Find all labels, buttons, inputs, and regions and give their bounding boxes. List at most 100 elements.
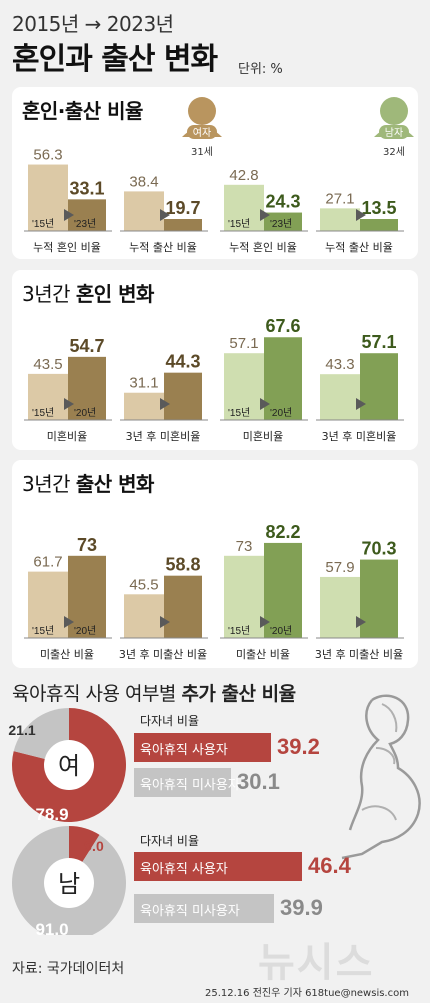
category-label: 3년 후 미출산 비율 (315, 648, 403, 661)
pie-slice-label: 9.0 (84, 838, 104, 854)
panel-marriage-birth-ratio: 혼인·출산 비율 56.3 33.1 '15년 '23년 누적 혼인 비율 38.4 19.… (12, 87, 418, 259)
data-label: 13.5 (361, 198, 396, 218)
bar (360, 353, 398, 420)
arrow-icon (260, 398, 270, 410)
data-label: 19.7 (165, 198, 200, 218)
gender-badge (187, 125, 217, 139)
multi-child-subtitle-male: 다자녀 비율 (140, 834, 200, 848)
year-label: '23년 (270, 218, 292, 230)
unit-label: 단위: % (238, 62, 283, 77)
arrow-icon (356, 616, 366, 628)
data-label: 45.5 (129, 576, 158, 593)
year-label: '15년 (32, 625, 54, 637)
panel-birth-change: 3년간 출산 변화 61.7 73 '15년 '20년 미출산 비율 45.5 58.8 3년… (12, 460, 418, 668)
gender-label: 남자 (385, 127, 403, 139)
arrow-icon (64, 398, 74, 410)
data-label: 43.3 (325, 356, 354, 373)
header-small-title: 2015년 → 2023년 (12, 12, 174, 36)
page-title: 혼인과 출산 변화 (12, 42, 218, 77)
bar (320, 576, 360, 638)
bar (264, 337, 302, 420)
category-label: 누적 출산 비율 (129, 241, 197, 254)
year-label: '20년 (270, 407, 292, 419)
bar (68, 356, 106, 420)
category-label: 미출산 비율 (236, 648, 290, 661)
year-label: '20년 (270, 625, 292, 637)
data-label: 43.5 (33, 356, 62, 373)
male-user-bar: 육아휴직 사용자 (134, 852, 302, 881)
category-label: 미출산 비율 (40, 648, 94, 661)
bar (360, 219, 398, 231)
year-label: '23년 (74, 218, 96, 230)
year-label: '15년 (228, 625, 250, 637)
data-label: 31.1 (129, 375, 158, 392)
arrow-icon (356, 209, 366, 221)
arrow-icon (160, 616, 170, 628)
category-label: 누적 출산 비율 (325, 241, 393, 254)
pie-center (44, 858, 94, 908)
gender-label: 여자 (193, 127, 211, 139)
year-label: '15년 (32, 407, 54, 419)
bar (124, 191, 164, 231)
arrow-icon (260, 616, 270, 628)
pie-center (44, 740, 94, 790)
category-label: 3년 후 미혼비율 (322, 430, 397, 443)
data-label: 54.7 (69, 336, 104, 356)
bar (28, 164, 68, 231)
data-label: 73 (77, 535, 97, 555)
bar-label: 육아휴직 미사용자 (140, 904, 240, 919)
arrow-icon (64, 209, 74, 221)
leave-section-title: 육아휴직 사용 여부별 추가 출산 비율 (12, 683, 296, 705)
pie-slice-label: 91.0 (35, 920, 68, 935)
data-label: 57.1 (361, 332, 396, 352)
data-label: 70.3 (361, 539, 396, 559)
female-user-value: 39.2 (277, 734, 320, 759)
data-label: 56.3 (33, 147, 62, 164)
person-icon (380, 97, 408, 125)
bar (224, 555, 264, 638)
data-label: 57.9 (325, 559, 354, 576)
category-label: 미혼비율 (243, 430, 283, 443)
data-label: 24.3 (265, 192, 300, 212)
year-label: '15년 (228, 407, 250, 419)
data-label: 58.8 (165, 555, 200, 575)
pie-slice (12, 826, 126, 935)
female-nonuser-bar: 육아휴직 미사용자 (134, 768, 240, 797)
source-text: 자료: 국가데이터처 (12, 961, 125, 977)
year-label: '15년 (32, 218, 54, 230)
arrow-icon (260, 209, 270, 221)
bar (164, 219, 202, 231)
newsis-logo: 뉴시스 (258, 940, 375, 986)
bar (264, 542, 302, 638)
panel-title: 3년간 혼인 변화 (22, 282, 154, 306)
bar (360, 559, 398, 638)
data-label: 33.1 (69, 178, 104, 198)
bar (124, 594, 164, 638)
age-label: 31세 (191, 146, 213, 158)
bar (320, 374, 360, 420)
male-user-value: 46.4 (308, 853, 351, 878)
bar-label: 육아휴직 사용자 (140, 862, 228, 877)
category-label: 3년 후 미출산 비율 (119, 648, 207, 661)
pregnant-woman-illustration (341, 694, 421, 860)
category-label: 누적 혼인 비율 (229, 241, 297, 254)
category-label: 미혼비율 (47, 430, 87, 443)
data-label: 38.4 (129, 173, 158, 190)
data-label: 57.1 (229, 335, 258, 352)
year-label: '20년 (74, 625, 96, 637)
gender-badge (379, 125, 409, 139)
leave-pies: 여 21.1 78.9 남9.0 91.0 (8, 708, 127, 935)
arrow-icon (160, 209, 170, 221)
bar (224, 184, 264, 231)
category-label: 3년 후 미혼비율 (126, 430, 201, 443)
bar (124, 392, 164, 420)
female-nonuser-value: 30.1 (237, 769, 280, 794)
bar (320, 208, 360, 231)
data-label: 82.2 (265, 522, 300, 542)
pie-center-label: 남 (58, 870, 80, 898)
bar (68, 555, 106, 638)
bar-label: 육아휴직 미사용자 (140, 778, 240, 793)
male-nonuser-value: 39.9 (280, 895, 323, 920)
